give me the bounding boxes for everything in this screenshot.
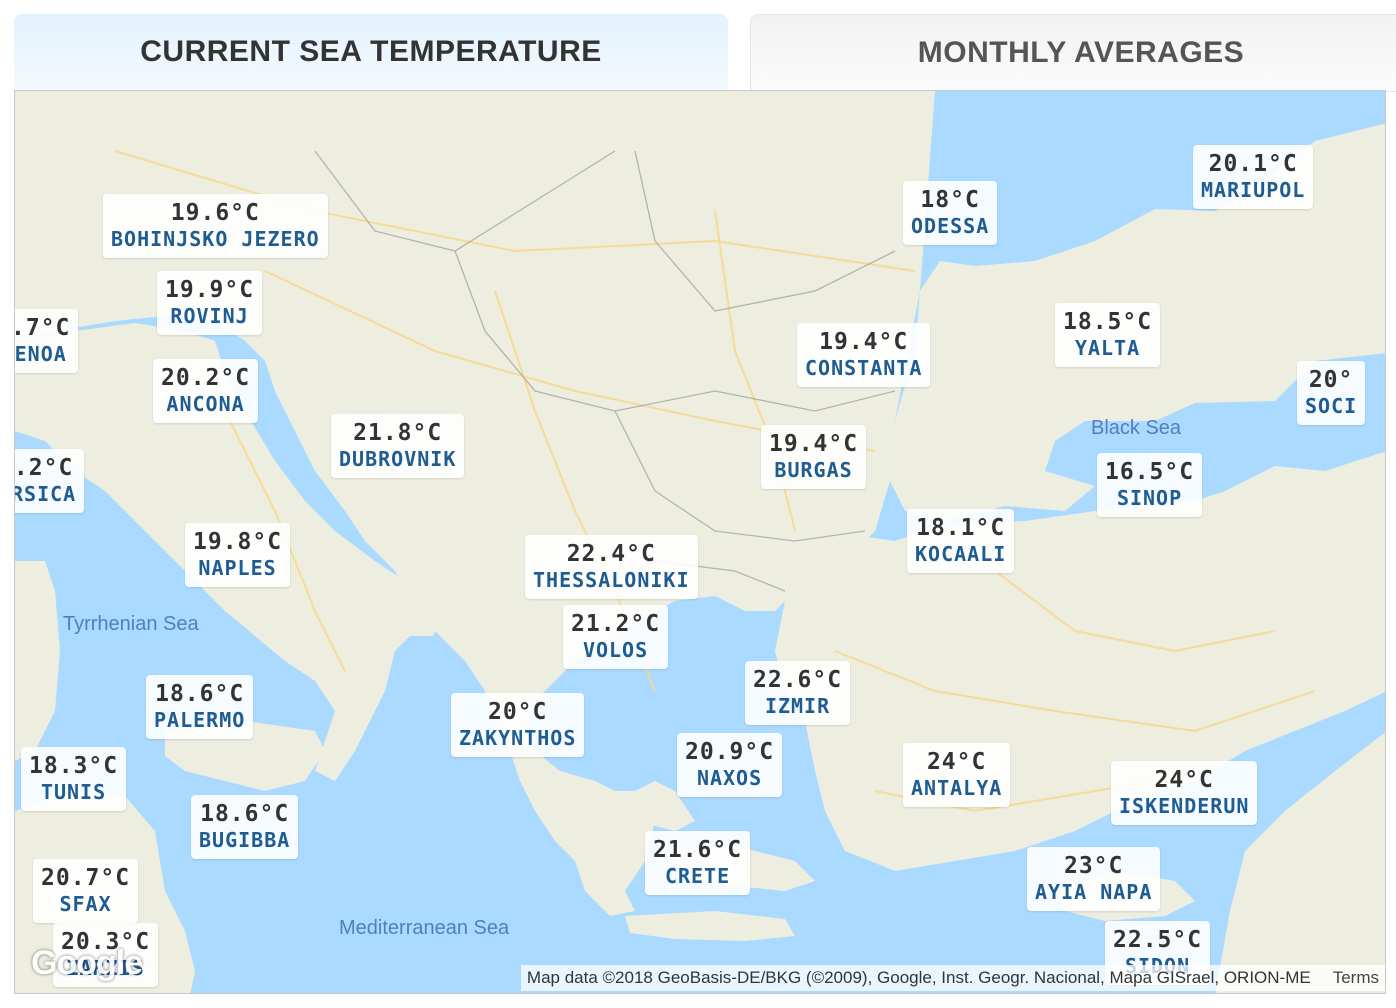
marker-sinop[interactable]: 16.5°C SINOP bbox=[1097, 453, 1203, 517]
map-attribution: Map data ©2018 GeoBasis-DE/BKG (©2009), … bbox=[520, 965, 1385, 991]
marker-city: ISKENDERUN bbox=[1119, 794, 1250, 818]
marker-city: CONSTANTA bbox=[805, 356, 923, 380]
marker-zakynthos[interactable]: 20°C ZAKYNTHOS bbox=[451, 693, 585, 757]
tyrrhenian-sea-label: Tyrrhenian Sea bbox=[63, 613, 199, 635]
marker-temperature: 19.8°C bbox=[193, 529, 283, 555]
marker-city: BUGIBBA bbox=[199, 828, 291, 852]
marker-temperature: 21.2°C bbox=[571, 611, 661, 637]
marker-temperature: 20.7°C bbox=[41, 865, 131, 891]
marker-palermo[interactable]: 18.6°C PALERMO bbox=[146, 675, 254, 739]
marker-temperature: 18.6°C bbox=[155, 681, 245, 707]
attribution-text: Map data ©2018 GeoBasis-DE/BKG (©2009), … bbox=[526, 968, 1311, 987]
marker-naxos[interactable]: 20.9°C NAXOS bbox=[677, 733, 783, 797]
marker-temperature: 24°C bbox=[926, 749, 987, 775]
marker-temperature: 19.9°C bbox=[165, 277, 255, 303]
marker-city: VOLOS bbox=[582, 638, 649, 662]
marker-rsica[interactable]: .2°C RSICA bbox=[14, 449, 85, 513]
tab-monthly-averages[interactable]: MONTHLY AVERAGES bbox=[750, 14, 1396, 92]
marker-temperature: 22.4°C bbox=[566, 541, 656, 567]
marker-city: AYIA NAPA bbox=[1035, 880, 1153, 904]
marker-sfax[interactable]: 20.7°C SFAX bbox=[33, 859, 139, 923]
marker-city: RSICA bbox=[14, 482, 77, 506]
marker-odessa[interactable]: 18°C ODESSA bbox=[903, 181, 998, 245]
tab-bar: CURRENT SEA TEMPERATURE MONTHLY AVERAGES bbox=[0, 0, 1396, 92]
marker-temperature: 19.4°C bbox=[819, 329, 909, 355]
marker-yalta[interactable]: 18.5°C YALTA bbox=[1055, 303, 1161, 367]
marker-city: THESSALONIKI bbox=[533, 568, 690, 592]
tab-current-sea-temperature[interactable]: CURRENT SEA TEMPERATURE bbox=[14, 14, 728, 90]
marker-kocaali[interactable]: 18.1°C KOCAALI bbox=[907, 509, 1015, 573]
marker-temperature: 18°C bbox=[920, 187, 980, 213]
marker-city: ODESSA bbox=[911, 214, 990, 238]
marker-mariupol[interactable]: 20.1°C MARIUPOL bbox=[1193, 145, 1314, 209]
marker-temperature: 19.6°C bbox=[170, 200, 260, 226]
marker-city: MARIUPOL bbox=[1201, 178, 1306, 202]
marker-city: NAXOS bbox=[696, 766, 763, 790]
google-logo: Google bbox=[31, 944, 143, 982]
marker-city: CRETE bbox=[664, 864, 731, 888]
marker-city: BOHINJSKO JEZERO bbox=[111, 227, 320, 251]
marker-city: SOCI bbox=[1305, 394, 1358, 418]
marker-city: BURGAS bbox=[774, 458, 853, 482]
sea-temperature-map[interactable]: Black Sea Tyrrhenian Sea Mediterranean S… bbox=[14, 90, 1386, 994]
marker-enoa[interactable]: .7°C ENOA bbox=[14, 309, 79, 373]
mediterranean-sea-label: Mediterranean Sea bbox=[339, 917, 510, 939]
marker-city: ROVINJ bbox=[170, 304, 249, 328]
marker-rovinj[interactable]: 19.9°C ROVINJ bbox=[157, 271, 263, 335]
marker-city: ZAKYNTHOS bbox=[459, 726, 577, 750]
marker-temperature: 18.5°C bbox=[1063, 309, 1153, 335]
marker-bugibba[interactable]: 18.6°C BUGIBBA bbox=[191, 795, 299, 859]
marker-city: ENOA bbox=[14, 342, 67, 366]
marker-burgas[interactable]: 19.4°C BURGAS bbox=[761, 425, 867, 489]
marker-soci[interactable]: 20° SOCI bbox=[1297, 361, 1366, 425]
marker-ancona[interactable]: 20.2°C ANCONA bbox=[153, 359, 259, 423]
marker-temperature: 16.5°C bbox=[1105, 459, 1195, 485]
marker-bohinjsko-jezero[interactable]: 19.6°C BOHINJSKO JEZERO bbox=[103, 194, 328, 258]
marker-city: YALTA bbox=[1074, 336, 1141, 360]
marker-city: ZARZIS bbox=[66, 956, 145, 980]
marker-volos[interactable]: 21.2°C VOLOS bbox=[563, 605, 669, 669]
marker-tunis[interactable]: 18.3°C TUNIS bbox=[21, 747, 127, 811]
marker-temperature: 20°C bbox=[487, 699, 548, 725]
marker-iskenderun[interactable]: 24°C ISKENDERUN bbox=[1111, 761, 1258, 825]
marker-temperature: 23°C bbox=[1063, 853, 1124, 879]
marker-temperature: 18.6°C bbox=[200, 801, 290, 827]
marker-dubrovnik[interactable]: 21.8°C DUBROVNIK bbox=[331, 414, 465, 478]
marker-temperature: .7°C bbox=[14, 315, 71, 341]
marker-temperature: 18.3°C bbox=[29, 753, 119, 779]
marker-city: ANCONA bbox=[166, 392, 245, 416]
marker-temperature: 19.4°C bbox=[769, 431, 859, 457]
marker-city: SFAX bbox=[59, 892, 112, 916]
black-sea-label: Black Sea bbox=[1091, 417, 1182, 439]
marker-temperature: 21.6°C bbox=[653, 837, 743, 863]
marker-temperature: 20.1°C bbox=[1208, 151, 1298, 177]
marker-temperature: 22.6°C bbox=[753, 667, 843, 693]
marker-temperature: 22.5°C bbox=[1113, 927, 1203, 953]
marker-temperature: 20.3°C bbox=[61, 929, 151, 955]
marker-temperature: 18.1°C bbox=[916, 515, 1006, 541]
terms-link[interactable]: Terms bbox=[1332, 968, 1379, 987]
marker-city: DUBROVNIK bbox=[339, 447, 457, 471]
marker-city: PALERMO bbox=[154, 708, 246, 732]
marker-ayia-napa[interactable]: 23°C AYIA NAPA bbox=[1027, 847, 1161, 911]
marker-city: IZMIR bbox=[764, 694, 831, 718]
marker-temperature: 20.2°C bbox=[161, 365, 251, 391]
marker-crete[interactable]: 21.6°C CRETE bbox=[645, 831, 751, 895]
marker-city: SINOP bbox=[1116, 486, 1183, 510]
marker-izmir[interactable]: 22.6°C IZMIR bbox=[745, 661, 851, 725]
marker-city: TUNIS bbox=[40, 780, 107, 804]
marker-zarzis[interactable]: 20.3°C ZARZIS bbox=[53, 923, 159, 987]
marker-thessaloniki[interactable]: 22.4°C THESSALONIKI bbox=[525, 535, 698, 599]
marker-city: ANTALYA bbox=[911, 776, 1003, 800]
marker-temperature: 24°C bbox=[1154, 767, 1214, 793]
marker-city: KOCAALI bbox=[915, 542, 1007, 566]
marker-temperature: 20.9°C bbox=[685, 739, 775, 765]
marker-temperature: .2°C bbox=[14, 455, 74, 481]
marker-naples[interactable]: 19.8°C NAPLES bbox=[185, 523, 291, 587]
marker-temperature: 21.8°C bbox=[353, 420, 443, 446]
marker-temperature: 20° bbox=[1308, 367, 1354, 393]
marker-constanta[interactable]: 19.4°C CONSTANTA bbox=[797, 323, 931, 387]
marker-city: NAPLES bbox=[198, 556, 277, 580]
marker-antalya[interactable]: 24°C ANTALYA bbox=[903, 743, 1011, 807]
